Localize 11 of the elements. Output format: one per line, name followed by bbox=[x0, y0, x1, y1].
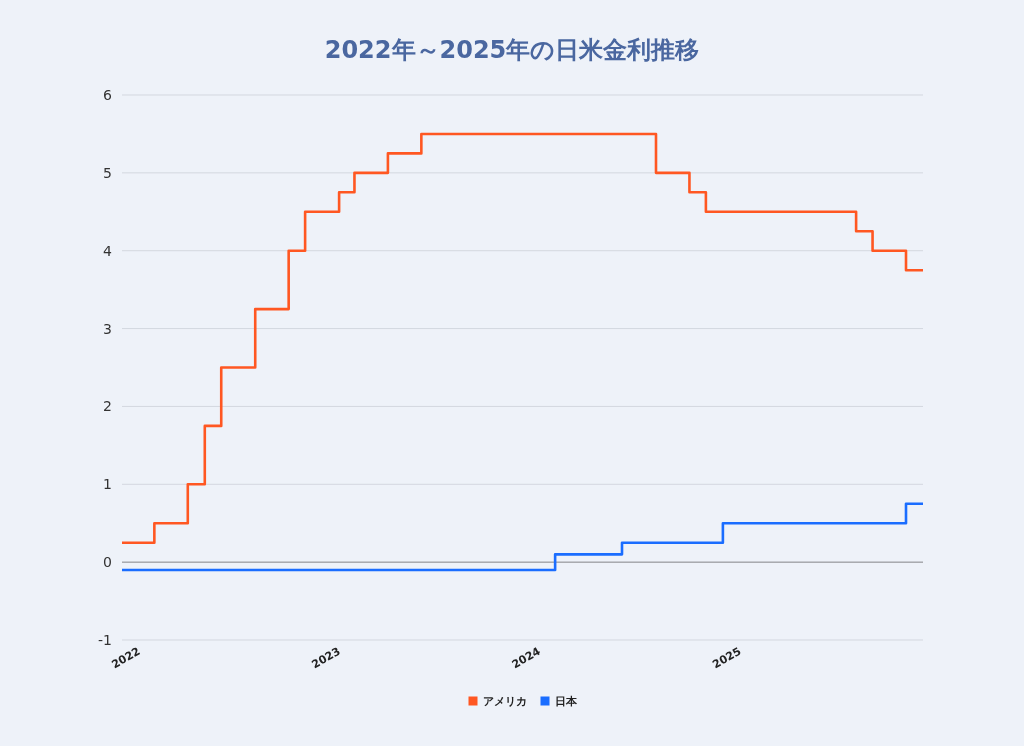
y-tick-label: 6 bbox=[103, 87, 113, 103]
y-tick-label: 3 bbox=[103, 320, 112, 337]
y-tick-label: 4 bbox=[103, 242, 113, 259]
y-tick-label: -1 bbox=[98, 632, 112, 648]
y-tick-label: 0 bbox=[103, 554, 112, 571]
legend-label: アメリカ bbox=[482, 694, 527, 708]
y-tick-label: 2 bbox=[103, 398, 112, 415]
y-tick-label: 1 bbox=[103, 476, 112, 493]
legend-label: 日本 bbox=[554, 694, 578, 708]
y-tick-label: 5 bbox=[103, 164, 112, 181]
title: 2022年～2025年の日米金利推移 bbox=[324, 36, 700, 64]
